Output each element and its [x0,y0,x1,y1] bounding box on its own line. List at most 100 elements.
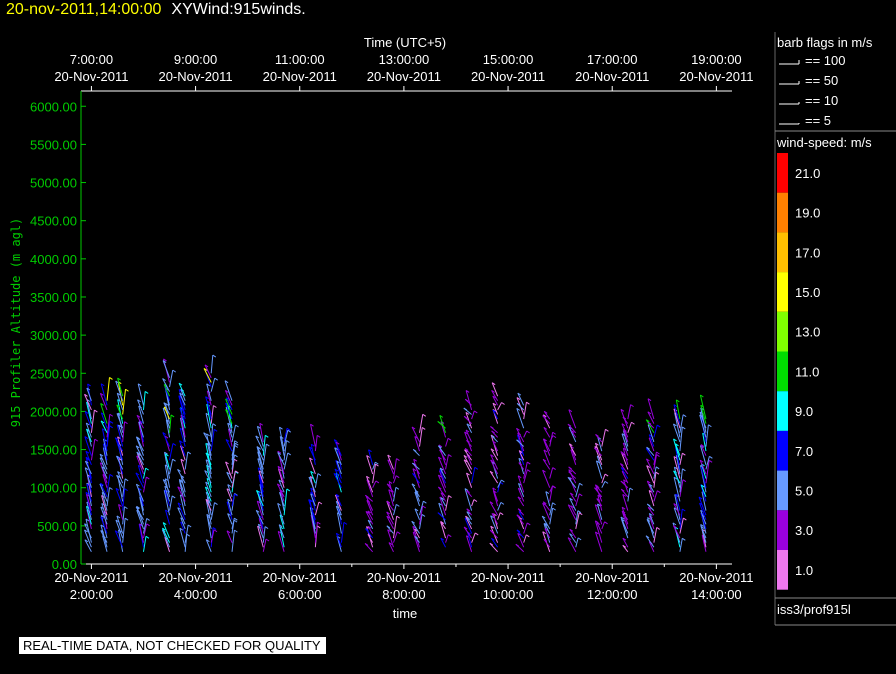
title-product: XYWind:915winds. [171,1,306,18]
wind-barb-flag [227,513,231,517]
wind-barb [648,490,655,507]
wind-barb [101,495,108,516]
wind-barb [179,427,186,447]
legend-graphics: barb flags in m/s == 100 == 50 == 10 == 5 win… [774,32,896,626]
wind-barb [464,449,473,461]
wind-barb [492,440,499,452]
wind-barb-flag [620,480,625,484]
wind-barb [136,437,144,452]
y-tick-label: 2500.00 [30,366,77,381]
wind-barb [118,424,124,438]
wind-barb-flag [308,499,312,502]
wind-barb-flag [179,392,183,396]
wind-barb [99,393,108,411]
wind-barb [90,410,95,433]
wind-barb [224,380,233,401]
wind-barb [165,509,171,525]
wind-barb-flag [594,487,598,491]
wind-barb [116,404,124,420]
wind-barb [675,447,681,470]
wind-barb-flag [205,396,209,400]
wind-barb [203,368,212,383]
wind-barb [100,516,108,534]
wind-barb-flag [569,443,573,447]
wind-barb [178,395,186,415]
wind-barb-flag [146,476,150,480]
wind-barb-flag [162,527,166,531]
wind-barb-flag [673,404,678,408]
wind-barb [621,423,629,438]
wind-barb [116,475,124,488]
wind-barb-flag [234,454,238,458]
wind-barb-flag [447,437,452,441]
wind-barb [648,437,655,452]
wind-barb-flag [387,454,392,458]
top-tick-date: 20-Nov-2011 [575,69,649,84]
wind-barb-flag [656,451,660,455]
wind-barb-flag [396,458,400,461]
wind-barb [543,438,551,452]
wind-barb [210,423,214,442]
wind-barb [143,536,147,552]
wind-barb [542,458,551,470]
wind-barb-flag [622,537,627,541]
wind-barb [85,428,92,443]
wind-barb-flag [277,450,282,454]
wind-barb-flag [225,439,230,442]
wind-barb [567,504,577,520]
wind-barb-flag [569,476,573,480]
wind-barb [672,423,681,443]
y-tick-label: 0.00 [52,557,77,572]
wind-barb-flag [318,501,323,505]
wind-barb [368,449,374,465]
wind-barb [419,414,424,433]
x-tick-time: 14:00:00 [691,587,742,602]
wind-barb-flag [124,488,128,492]
wind-barb-flag [316,434,321,438]
wind-barb [279,489,285,502]
wind-barb-flag [109,487,113,490]
wind-barb [673,408,681,429]
wind-barb [308,477,316,493]
wind-barb [700,467,707,488]
wind-barb-flag [422,505,426,509]
wind-barb [205,500,212,525]
wind-barb [205,492,212,507]
wind-barb [653,466,657,479]
wind-barb [673,438,681,461]
wind-barb-flag [700,524,704,527]
wind-barb [225,439,233,452]
y-tick-label: 500.00 [37,519,77,534]
wind-barb-flag [162,378,166,381]
wind-barb [178,479,186,498]
wind-barb-flag [84,467,89,471]
wind-barb-flag [277,452,282,455]
x-tick-date: 20-Nov-2011 [367,570,441,585]
wind-barb-flag [277,483,281,487]
wind-barb [673,477,681,502]
wind-barb-flag [647,421,652,425]
wind-barb [700,444,707,456]
wind-barb [117,471,124,484]
wind-barb [231,493,235,507]
wind-barb [100,383,108,406]
wind-barb [84,394,92,411]
wind-barb-flag [178,382,183,386]
wind-barb-flag [396,531,401,535]
wind-barb-flag [595,520,599,524]
wind-barb-flag [100,524,105,528]
wind-barb [492,490,499,507]
wind-barb-flag [438,445,442,449]
wind-barb [627,404,632,420]
wind-barb [601,473,606,484]
wind-barb-flag [709,455,713,459]
wind-barb [180,414,186,438]
wind-barb [516,529,525,539]
wind-barb [85,506,92,525]
y-tick-label: 1000.00 [30,481,77,496]
wind-barb-flag [647,480,651,484]
wind-barb-flag [620,451,625,454]
wind-barb [438,456,447,475]
wind-barb [336,536,342,552]
wind-barb [117,377,124,397]
